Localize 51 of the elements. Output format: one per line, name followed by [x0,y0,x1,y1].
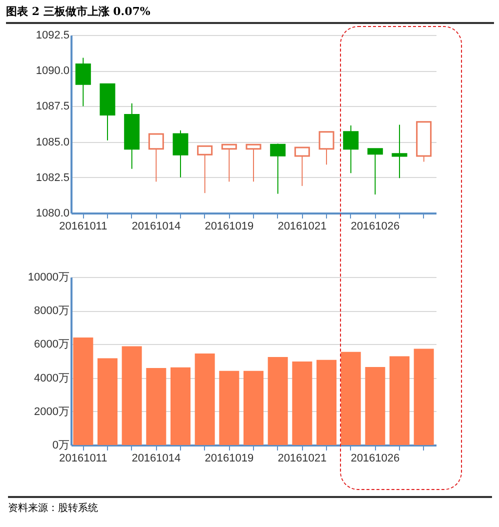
text: 资料来源：股转系统 [8,496,492,515]
x-tick-label: 20161026 [350,220,400,232]
y-tick-label: 2000万 [34,406,70,418]
bar [122,346,142,445]
x-tick-label: 20161021 [278,220,327,232]
candlestick [197,145,213,194]
x-tick-label: 20161026 [350,452,400,464]
x-tick-label: 20161011 [59,452,108,464]
y-tick-label: 8000万 [34,305,70,318]
candlestick [318,131,334,166]
candlestick [294,146,310,186]
y-tick-label: 0万 [52,440,70,452]
bar [219,370,240,445]
candlestick [392,124,408,179]
candlestick [172,130,188,178]
y-tick-label: 1090.0 [36,65,70,78]
y-tick-label: 1082.5 [36,172,70,184]
bar [98,358,118,445]
bar [194,353,215,445]
y-tick-label: 4000万 [34,372,70,384]
candlestick [246,144,262,182]
x-tick-label: 20161019 [204,220,254,232]
y-tick-label: 1085.0 [36,136,70,148]
candlestick [221,144,237,182]
y-tick-label: 10000万 [28,272,70,284]
candlestick [367,148,383,195]
y-tick-label: 1080.0 [36,208,70,220]
bar [292,362,312,445]
bar [170,367,190,445]
bar [146,368,166,445]
bar [316,360,336,445]
x-tick-label: 20161019 [204,452,254,464]
x-tick-label: 20161014 [132,452,181,464]
y-tick-label: 1087.5 [36,100,70,113]
chart-title: 图表 2 三板做市上涨 0.07% [6,4,494,24]
x-tick-label: 20161011 [59,220,108,232]
bar [268,356,288,445]
x-tick-label: 20161021 [278,452,327,464]
bar [244,370,264,445]
candlestick [343,124,359,174]
bar [390,356,410,445]
candlestick [270,143,286,194]
candlestick [148,133,164,182]
bar [414,348,434,445]
bar [365,367,386,445]
y-tick-label: 1092.5 [36,30,70,42]
bar [340,352,361,445]
bar [73,337,94,445]
y-tick-label: 6000万 [34,338,70,351]
candlestick [75,57,91,107]
x-tick-label: 20161014 [132,220,181,232]
